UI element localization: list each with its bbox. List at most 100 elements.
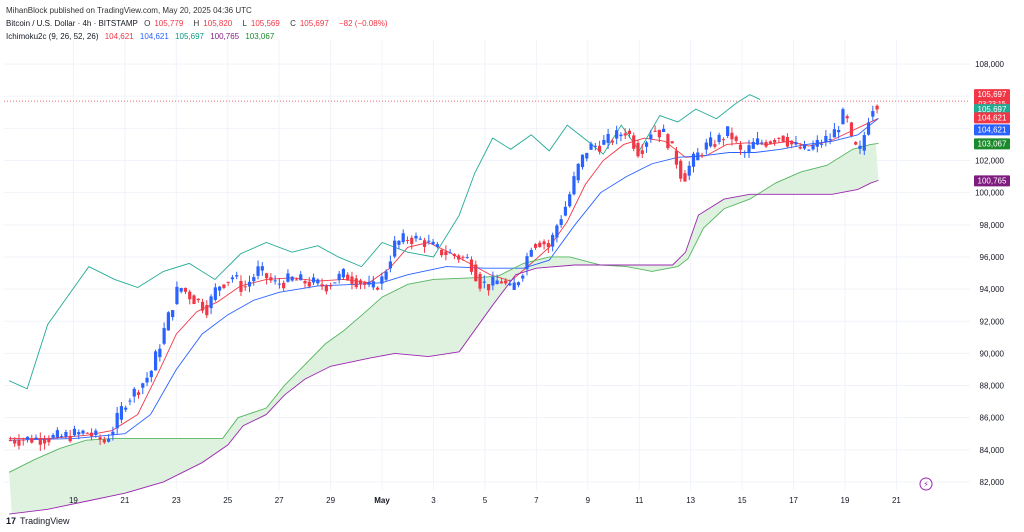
candle-body: [60, 436, 64, 438]
y-tick-label: 94,000: [980, 285, 1005, 294]
y-tick-label: 88,000: [980, 382, 1005, 391]
tradingview-logo-icon: 17: [6, 516, 17, 526]
indicator-value-5: 103,067: [245, 32, 275, 41]
candle-body: [824, 135, 828, 142]
candle-body: [200, 301, 205, 311]
x-tick-label: 23: [172, 496, 181, 505]
candle-body: [461, 256, 465, 258]
candle-body: [866, 122, 871, 135]
candle-body: [589, 143, 593, 150]
candle-body: [311, 277, 316, 283]
candle-body: [89, 432, 94, 437]
candle-body: [158, 348, 162, 358]
candle-body: [666, 134, 670, 149]
ohlc-open: O 105,779: [144, 19, 184, 28]
candle-body: [815, 139, 819, 147]
candle-body: [252, 277, 256, 282]
candle-body: [491, 277, 495, 286]
candle-body: [508, 283, 512, 286]
candle-body: [871, 111, 875, 117]
indicator-row[interactable]: Ichimoku2c (9, 26, 52, 26) 104,621 104,6…: [6, 30, 391, 43]
candle-body: [580, 154, 585, 168]
candle-body: [469, 259, 474, 272]
candle-body: [802, 144, 807, 149]
candle-body: [602, 139, 606, 145]
x-tick-label: 13: [686, 496, 695, 505]
candle-body: [341, 268, 346, 278]
candle-body: [516, 282, 521, 286]
candle-body: [555, 225, 559, 238]
candle-body: [175, 286, 179, 305]
x-tick-label: 5: [483, 496, 488, 505]
candle-body: [21, 439, 25, 441]
candle-body: [320, 284, 324, 287]
candle-body: [841, 109, 845, 125]
ichimoku-cloud: [9, 143, 879, 514]
ohlc-change: −82 (−0.08%): [339, 19, 388, 28]
candle-body: [260, 266, 264, 271]
series-line-span-a: [8, 142, 879, 473]
candle-body: [337, 273, 341, 281]
candle-body: [299, 274, 303, 281]
candle-body: [153, 351, 158, 371]
candle-body: [696, 152, 700, 161]
candle-body: [444, 251, 448, 256]
candle-body: [107, 438, 111, 442]
candle-body: [764, 142, 768, 147]
candle-body: [286, 273, 290, 282]
candle-body: [98, 437, 102, 440]
candle-body: [145, 377, 149, 383]
candle-body: [431, 241, 435, 245]
candle-body: [333, 282, 337, 284]
candle-body: [657, 129, 661, 138]
candle-body: [679, 160, 683, 179]
candle-body: [747, 145, 751, 154]
candle-body: [102, 439, 106, 443]
candle-body: [533, 244, 538, 248]
y-tick-label: 100,000: [975, 189, 1004, 198]
candle-body: [38, 438, 42, 445]
candle-body: [751, 141, 755, 149]
candle-body: [832, 129, 836, 138]
candle-body: [209, 296, 213, 309]
candle-body: [585, 152, 589, 159]
candle-body: [264, 273, 269, 279]
candle-body: [542, 241, 546, 245]
candle-body: [708, 137, 713, 147]
candle-body: [85, 432, 89, 434]
symbol-name[interactable]: Bitcoin / U.S. Dollar · 4h · BITSTAMP: [6, 19, 138, 28]
candle-body: [149, 370, 153, 378]
series-line-kijun: [9, 118, 879, 441]
candle-body: [743, 152, 747, 154]
candle-body: [854, 142, 858, 145]
candle-body: [192, 295, 196, 305]
candle-body: [294, 279, 299, 281]
candle-body: [700, 154, 704, 156]
candle-body: [171, 310, 175, 318]
candle-body: [77, 432, 81, 435]
candle-body: [410, 237, 414, 244]
candle-body: [418, 238, 422, 240]
candle-body: [790, 140, 794, 145]
candle-body: [358, 280, 363, 285]
y-tick-label: 96,000: [980, 253, 1005, 262]
price-badge: [974, 138, 1010, 150]
candle-body: [239, 281, 243, 292]
candle-body: [837, 130, 841, 133]
candle-body: [269, 277, 273, 281]
candle-body: [811, 144, 815, 150]
candle-body: [465, 257, 469, 259]
candle-body: [452, 254, 457, 257]
candle-body: [247, 281, 252, 287]
candle-body: [401, 233, 405, 243]
candle-body: [68, 435, 72, 442]
candle-body: [615, 130, 619, 139]
y-tick-label: 102,000: [975, 157, 1004, 166]
candle-body: [42, 438, 47, 444]
candle-body: [499, 281, 503, 284]
candle-body: [623, 133, 627, 136]
candle-body: [636, 142, 640, 157]
candle-body: [606, 133, 610, 143]
candle-body: [8, 440, 13, 442]
